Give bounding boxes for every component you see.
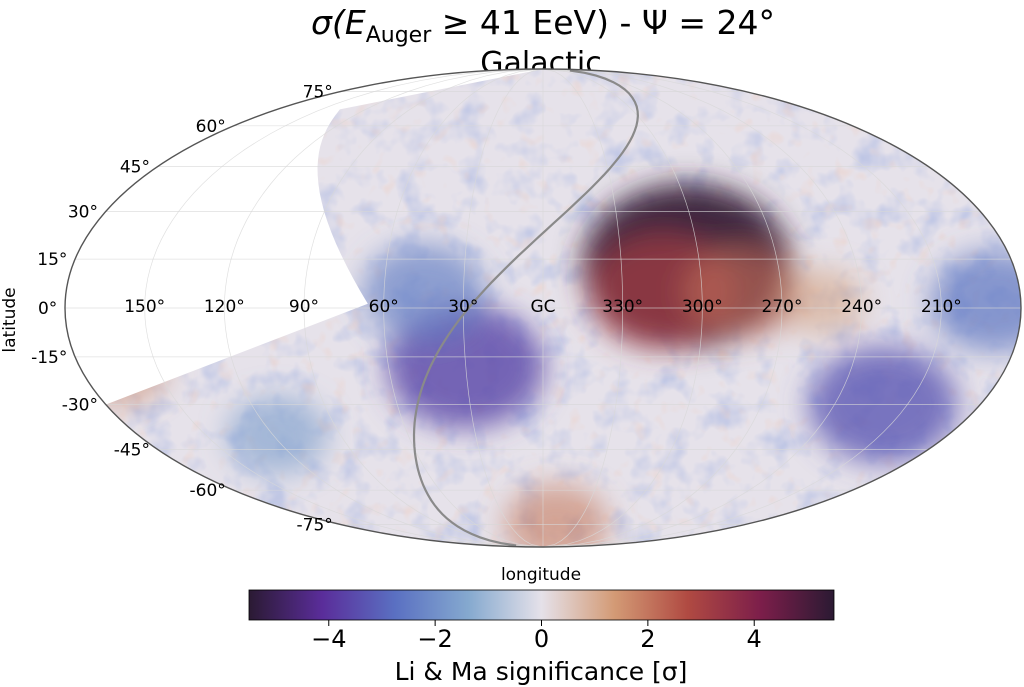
map-title: σ(EAuger ≥ 41 EeV) - Ψ = 24°: [311, 3, 775, 48]
colorbar-ticks: −4 −2 0 2 4: [311, 620, 762, 653]
longitude-gridline: [223, 69, 544, 547]
significance-regions: [68, 183, 1021, 547]
longitude-gridline: [144, 69, 544, 547]
colorbar-gradient: [248, 589, 835, 621]
latitude-tick-label: 45°: [120, 158, 150, 178]
colorbar-tick-label: −2: [417, 625, 452, 653]
longitude-gridline: [542, 69, 703, 547]
longitude-gridline: [462, 69, 544, 547]
uncovered-sky-region: [65, 69, 544, 405]
longitude-ticks: 150° 120° 90° 60° 30° GC 330° 300° 270° 240° 210°: [124, 297, 962, 317]
title-subscript: Auger: [366, 23, 432, 48]
colorbar-tick-label: 0: [534, 625, 549, 653]
deficit-region-9: [930, 251, 1021, 352]
title-rest: ≥ 41 EeV) - Ψ = 24°: [431, 3, 775, 42]
longitude-tick-label: 210°: [921, 297, 962, 317]
latitude-tick-label: 60°: [196, 117, 226, 137]
longitude-tick-label: 150°: [124, 297, 165, 317]
longitude-tick-label: 300°: [682, 297, 723, 317]
exposure-boundary: [412, 69, 640, 547]
longitude-tick-label: 60°: [369, 297, 399, 317]
latitude-tick-label: -30°: [62, 396, 98, 416]
y-axis-label: latitude: [0, 287, 20, 352]
latitude-tick-label: -15°: [31, 348, 67, 368]
excess-region-2: [683, 246, 800, 338]
deficit-region-7: [362, 243, 485, 340]
excess-region-3: [778, 267, 865, 336]
colorbar-tick-label: 2: [640, 625, 655, 653]
longitude-tick-label: 240°: [841, 297, 882, 317]
longitude-gridline: [383, 69, 544, 547]
longitude-gridline: [303, 69, 544, 547]
longitude-gridline: [542, 69, 863, 547]
colorbar-tick-label: −4: [311, 625, 346, 653]
latitude-tick-label: 0°: [38, 299, 57, 319]
colorbar-tick-label: 4: [747, 625, 762, 653]
deficit-region-10: [226, 395, 329, 475]
longitude-tick-label: 90°: [289, 297, 319, 317]
colorbar: −4 −2 0 2 4 Li & Ma significance [σ]: [248, 589, 835, 686]
sky-map: [64, 68, 1022, 548]
sky-frame: [64, 68, 1022, 548]
latitude-tick-label: -75°: [297, 516, 333, 536]
coordinate-grid: [65, 69, 1021, 547]
title-sigma: σ(: [311, 3, 347, 42]
longitude-gridline: [542, 69, 624, 547]
longitude-tick-label: 30°: [448, 297, 478, 317]
title-e: E: [345, 3, 366, 42]
latitude-tick-label: 30°: [68, 203, 98, 223]
longitude-tick-label: GC: [530, 297, 555, 317]
longitude-tick-label: 120°: [204, 297, 245, 317]
x-axis-label: longitude: [501, 565, 581, 585]
latitude-tick-label: -45°: [114, 441, 150, 461]
colorbar-label: Li & Ma significance [σ]: [395, 657, 688, 686]
latitude-tick-label: -60°: [190, 481, 226, 501]
latitude-ticks: 75° 60° 45° 30° 15° 0° -15° -30° -45° -60° -75°: [31, 83, 333, 536]
latitude-tick-label: 75°: [303, 83, 333, 103]
longitude-gridline: [542, 69, 783, 547]
longitude-tick-label: 270°: [762, 297, 803, 317]
latitude-tick-label: 15°: [37, 250, 67, 270]
longitude-gridline: [542, 69, 942, 547]
longitude-tick-label: 330°: [602, 297, 643, 317]
